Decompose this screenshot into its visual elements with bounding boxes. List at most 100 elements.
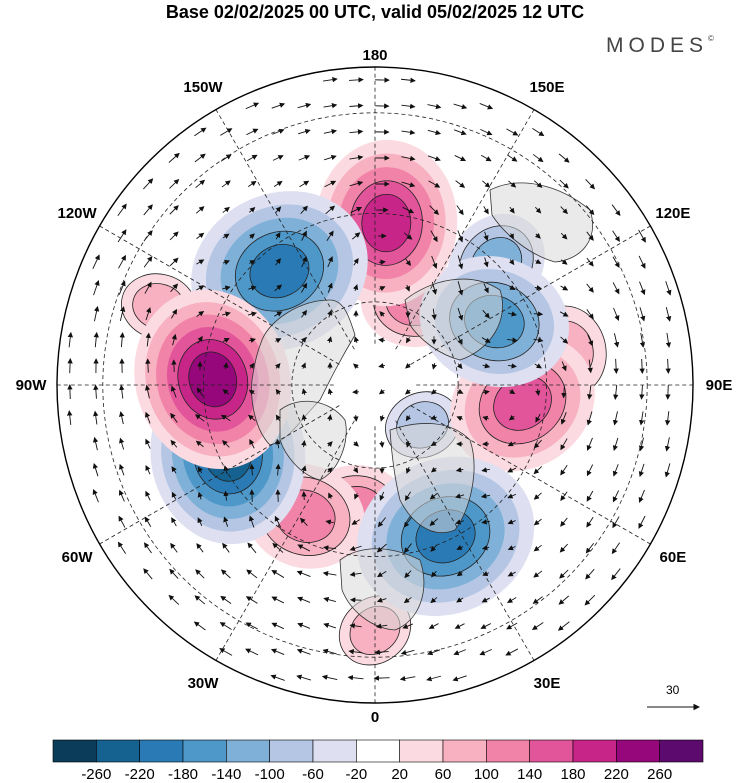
wind-vector	[220, 154, 232, 162]
wind-vector	[93, 280, 100, 296]
wind-vector	[119, 463, 125, 476]
wind-vector	[301, 491, 307, 501]
wind-vector	[533, 311, 544, 317]
wind-vector	[431, 308, 437, 321]
wind-vector	[612, 464, 619, 477]
wind-vector	[639, 307, 646, 322]
wind-vector	[247, 542, 257, 554]
wind-vector	[586, 437, 593, 451]
wind-vector	[323, 128, 337, 135]
longitude-label: 60W	[62, 549, 94, 566]
wind-vector	[93, 410, 99, 425]
wind-vector	[275, 206, 282, 214]
wind-vector	[274, 362, 281, 369]
wind-vector	[324, 180, 337, 188]
wind-vector	[560, 517, 568, 527]
wind-vector	[270, 674, 285, 681]
wind-vector	[195, 569, 205, 579]
wind-vector	[509, 284, 516, 290]
coastline-siberia	[404, 278, 503, 361]
wind-vector	[481, 597, 490, 603]
wind-vector	[612, 516, 620, 529]
wind-vector	[327, 414, 333, 422]
wind-vector	[479, 103, 494, 110]
wind-vector	[405, 415, 412, 422]
modes-logo: MODES©	[606, 34, 714, 58]
wind-vector	[196, 387, 204, 397]
wind-vector	[561, 361, 567, 372]
wind-vector	[664, 463, 671, 478]
wind-vector	[196, 310, 205, 317]
wind-vector	[378, 337, 386, 343]
wind-vector	[535, 258, 542, 264]
wind-vector	[479, 648, 492, 656]
wind-vector	[67, 357, 73, 374]
longitude-label: 180	[362, 47, 387, 64]
meridian-line	[206, 93, 355, 350]
wind-vector	[507, 519, 516, 525]
wind-vector	[168, 152, 180, 163]
wind-vector	[248, 515, 255, 528]
longitude-label: 150E	[529, 79, 564, 96]
modes-logo-text: MODES	[606, 34, 709, 57]
wind-vector	[453, 129, 467, 136]
wind-vector	[638, 437, 645, 452]
wind-vector	[275, 232, 281, 240]
wind-vector	[170, 412, 178, 423]
wind-vector	[245, 596, 258, 604]
wind-vector	[196, 285, 205, 291]
wind-vector	[664, 437, 671, 452]
wind-vector	[405, 258, 411, 267]
wind-vector	[377, 517, 387, 528]
wind-vector	[271, 622, 285, 630]
wind-vector	[482, 570, 490, 576]
wind-vector	[611, 204, 621, 217]
wind-vector	[431, 255, 438, 269]
wind-vector	[220, 128, 233, 136]
wind-vector	[117, 203, 127, 217]
wind-vector	[506, 622, 518, 630]
wind-vector	[558, 595, 570, 605]
wind-vector	[327, 282, 333, 293]
wind-vector	[532, 596, 543, 604]
colorbar-tick-label: -140	[211, 766, 241, 783]
colorbar-tick-label: 180	[560, 766, 585, 783]
wind-vector	[427, 129, 442, 136]
wind-vector	[274, 284, 283, 292]
wind-vector	[508, 180, 517, 188]
wind-vector	[430, 414, 437, 421]
wind-vector	[171, 466, 177, 474]
wind-vector	[374, 649, 389, 655]
wind-vector	[325, 519, 334, 525]
wind-vector	[223, 490, 229, 501]
wind-vector	[456, 597, 464, 603]
wind-vector	[455, 180, 466, 188]
wind-vector	[402, 206, 415, 214]
wind-vector	[118, 280, 126, 295]
wind-vector	[379, 286, 386, 292]
wind-vector	[170, 308, 178, 319]
wind-vector	[168, 594, 180, 605]
wind-vector	[507, 363, 517, 369]
wind-vector	[197, 466, 203, 474]
wind-vector	[586, 257, 594, 267]
wind-vector	[222, 233, 230, 239]
wind-vector	[456, 416, 463, 422]
meridian-line	[206, 420, 355, 677]
wind-vector	[196, 259, 205, 265]
wind-vector	[171, 359, 177, 372]
wind-vector	[453, 649, 466, 656]
wind-vector	[532, 154, 544, 163]
wind-vector	[454, 623, 465, 629]
wind-vector	[67, 410, 73, 425]
wind-vector	[480, 493, 491, 499]
longitude-label: 30E	[534, 675, 561, 692]
wind-vector	[507, 571, 516, 577]
wind-vector	[145, 307, 152, 321]
wind-vector	[457, 335, 463, 345]
wind-vector	[119, 384, 125, 399]
wind-vector	[586, 309, 594, 320]
wind-vector	[638, 411, 645, 426]
wind-vector	[349, 571, 362, 577]
wind-vector	[507, 311, 517, 317]
